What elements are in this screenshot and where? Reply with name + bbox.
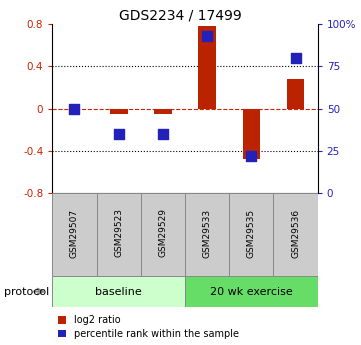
Point [71, 106, 77, 111]
Bar [185, 193, 229, 276]
Text: GDS2234 / 17499: GDS2234 / 17499 [119, 9, 242, 23]
Text: baseline: baseline [95, 287, 142, 296]
Point [204, 33, 210, 39]
Bar [274, 193, 318, 276]
Bar [229, 193, 274, 276]
Point [293, 55, 299, 61]
Text: GSM29536: GSM29536 [291, 208, 300, 257]
Bar [243, 109, 260, 159]
Bar [52, 276, 185, 307]
Point [116, 131, 122, 137]
Bar [52, 193, 97, 276]
Bar [287, 79, 304, 109]
Text: GSM29533: GSM29533 [203, 208, 212, 257]
Bar [198, 26, 216, 109]
Text: GSM29535: GSM29535 [247, 208, 256, 257]
Point [160, 131, 166, 137]
Bar [110, 109, 127, 114]
Bar [185, 276, 318, 307]
Text: GSM29523: GSM29523 [114, 208, 123, 257]
Bar [154, 109, 172, 114]
Text: GSM29507: GSM29507 [70, 208, 79, 257]
Point [248, 153, 254, 159]
Text: 20 wk exercise: 20 wk exercise [210, 287, 293, 296]
Legend: log2 ratio, percentile rank within the sample: log2 ratio, percentile rank within the s… [58, 315, 239, 339]
Text: GSM29529: GSM29529 [158, 208, 168, 257]
Bar [97, 193, 141, 276]
Text: protocol: protocol [4, 287, 49, 296]
Bar [141, 193, 185, 276]
